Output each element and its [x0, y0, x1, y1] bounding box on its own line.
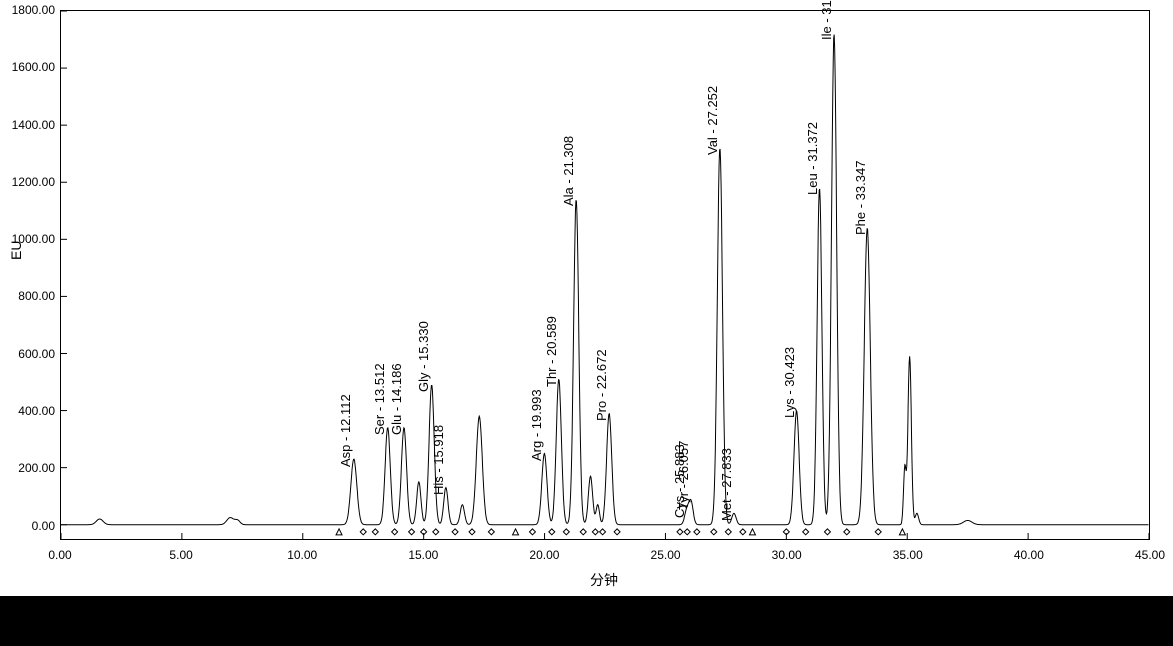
- baseline-diamond-marker: [372, 529, 378, 535]
- x-tick-label: 5.00: [169, 548, 192, 562]
- baseline-diamond-marker: [580, 529, 586, 535]
- baseline-diamond-marker: [529, 529, 535, 535]
- chromatogram-trace: [61, 35, 1149, 525]
- baseline-diamond-marker: [684, 529, 690, 535]
- bottom-bar: [0, 596, 1173, 646]
- y-tick-label: 1200.00: [0, 175, 55, 189]
- baseline-triangle-marker: [899, 529, 905, 535]
- y-tick-label: 1400.00: [0, 118, 55, 132]
- baseline-diamond-marker: [452, 529, 458, 535]
- baseline-diamond-marker: [600, 529, 606, 535]
- y-tick-label: 1000.00: [0, 232, 55, 246]
- x-tick-label: 30.00: [772, 548, 802, 562]
- baseline-diamond-marker: [824, 529, 830, 535]
- y-tick-label: 600.00: [0, 347, 55, 361]
- baseline-diamond-marker: [469, 529, 475, 535]
- y-tick-label: 800.00: [0, 289, 55, 303]
- x-tick-label: 10.00: [287, 548, 317, 562]
- x-tick-label: 45.00: [1135, 548, 1165, 562]
- y-tick-label: 1800.00: [0, 3, 55, 17]
- x-tick-label: 0.00: [48, 548, 71, 562]
- baseline-diamond-marker: [433, 529, 439, 535]
- baseline-diamond-marker: [725, 529, 731, 535]
- y-tick-label: 200.00: [0, 461, 55, 475]
- baseline-triangle-marker: [336, 529, 342, 535]
- baseline-diamond-marker: [488, 529, 494, 535]
- baseline-diamond-marker: [563, 529, 569, 535]
- baseline-triangle-marker: [513, 529, 519, 535]
- baseline-diamond-marker: [392, 529, 398, 535]
- baseline-diamond-marker: [592, 529, 598, 535]
- baseline-diamond-marker: [694, 529, 700, 535]
- chart-container: EU 分钟 0.00200.00400.00600.00800.001000.0…: [0, 0, 1173, 646]
- baseline-diamond-marker: [803, 529, 809, 535]
- y-tick-label: 1600.00: [0, 60, 55, 74]
- x-tick-label: 40.00: [1014, 548, 1044, 562]
- baseline-diamond-marker: [711, 529, 717, 535]
- baseline-diamond-marker: [360, 529, 366, 535]
- baseline-triangle-marker: [749, 529, 755, 535]
- x-tick-label: 15.00: [408, 548, 438, 562]
- y-tick-label: 400.00: [0, 404, 55, 418]
- plot-area: [60, 10, 1150, 540]
- baseline-diamond-marker: [844, 529, 850, 535]
- baseline-diamond-marker: [614, 529, 620, 535]
- y-tick-label: 0.00: [0, 519, 55, 533]
- chromatogram-svg: [61, 11, 1149, 539]
- baseline-diamond-marker: [677, 529, 683, 535]
- x-tick-label: 20.00: [529, 548, 559, 562]
- x-axis-label: 分钟: [590, 570, 618, 590]
- x-tick-label: 35.00: [893, 548, 923, 562]
- baseline-diamond-marker: [549, 529, 555, 535]
- baseline-diamond-marker: [740, 529, 746, 535]
- x-tick-label: 25.00: [651, 548, 681, 562]
- baseline-diamond-marker: [409, 529, 415, 535]
- baseline-diamond-marker: [875, 529, 881, 535]
